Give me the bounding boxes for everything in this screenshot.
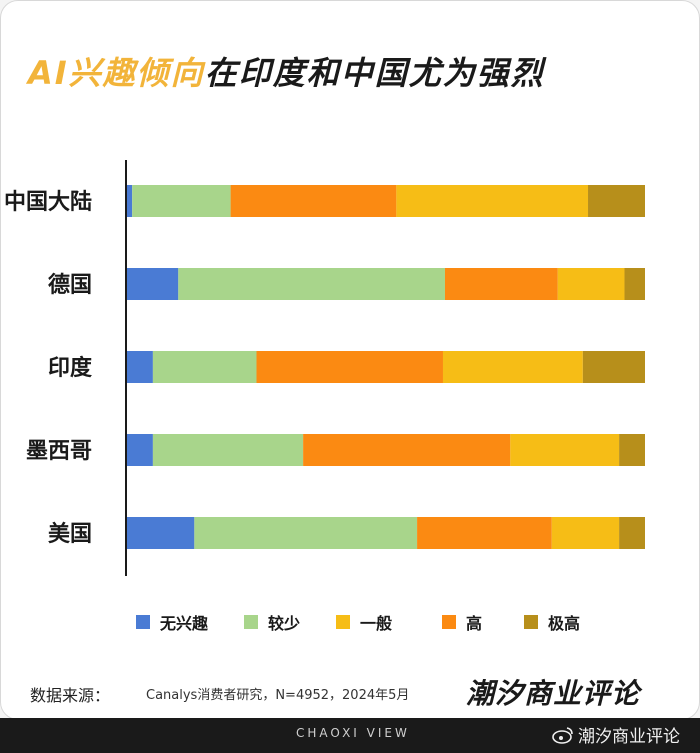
legend-item-medium: 一般 [336, 610, 392, 634]
bar-segment [557, 268, 625, 300]
category-label: 美国 [48, 521, 92, 547]
legend-item-none: 无兴趣 [136, 610, 208, 634]
bar-segment [127, 517, 195, 549]
bar-segment [230, 185, 397, 217]
category-label: 中国大陆 [4, 190, 92, 215]
legend-label-high: 高 [466, 614, 483, 633]
bar-segment [624, 268, 645, 300]
legend-swatch-low [244, 615, 258, 629]
legend-label-very-high: 极高 [548, 614, 581, 633]
bar-segment [127, 351, 153, 383]
bar-segment [417, 517, 552, 549]
legend-item-very-high: 极高 [524, 610, 580, 634]
legend: 无兴趣 较少 一般 高 极高 [136, 610, 656, 634]
bar-segment [127, 268, 179, 300]
weibo-icon [552, 726, 573, 744]
bar-segment [588, 185, 645, 217]
bar-segment [396, 185, 589, 217]
bar-segment [152, 434, 304, 466]
legend-swatch-medium [336, 615, 350, 629]
bar-segment [127, 434, 153, 466]
bar-segment [619, 517, 645, 549]
bar-segment [619, 434, 645, 466]
legend-swatch-very-high [524, 615, 538, 629]
bar-segment [178, 268, 445, 300]
bar-segment [551, 517, 620, 549]
chart-title: AI兴趣倾向在印度和中国尤为强烈 [28, 48, 545, 108]
bar-segment [442, 351, 583, 383]
title-highlight: AI兴趣倾向 [28, 54, 205, 92]
bar-segment [256, 351, 443, 383]
watermark-text: 潮汐商业评论 [578, 727, 680, 747]
legend-item-high: 高 [442, 610, 482, 634]
bar-segment [444, 268, 558, 300]
category-label: 德国 [48, 272, 92, 298]
bar-segment [152, 351, 257, 383]
legend-item-low: 较少 [244, 610, 300, 634]
category-label: 墨西哥 [26, 439, 92, 464]
category-label: 印度 [48, 355, 93, 381]
legend-label-low: 较少 [268, 614, 301, 633]
source-text: Canalys消费者研究，N=4952，2024年5月 [146, 688, 410, 703]
bar-segment [132, 185, 231, 217]
legend-label-medium: 一般 [360, 614, 393, 633]
bar-segment [194, 517, 418, 549]
footer-bar [0, 718, 700, 753]
source-label: 数据来源： [30, 686, 111, 705]
bar-segment [127, 185, 133, 217]
footer-tag: CHAOXI VIEW [296, 726, 410, 740]
legend-label-none: 无兴趣 [160, 614, 209, 633]
brand-name: 潮汐商业评论 [466, 677, 641, 710]
bar-segment [510, 434, 620, 466]
legend-swatch-high [442, 615, 456, 629]
title-rest: 在印度和中国尤为强烈 [204, 54, 545, 92]
legend-swatch-none [136, 615, 150, 629]
weibo-watermark: 潮汐商业评论 [552, 722, 680, 747]
bar-segment [303, 434, 511, 466]
bar-segment [582, 351, 645, 383]
